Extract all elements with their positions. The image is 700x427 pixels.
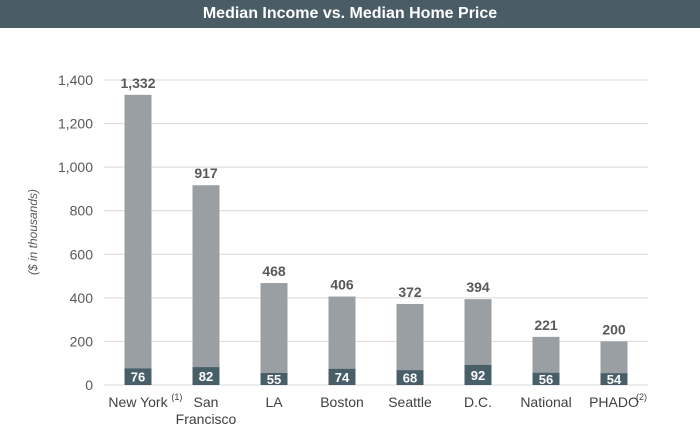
footnote-marker: (1): [171, 392, 182, 402]
bar-home-price: [192, 185, 220, 385]
x-category-label: San Francisco: [176, 394, 237, 427]
data-labels: 1,332 76 917 82 468 55 406 74 372 68 394 92 221 56 200…: [120, 75, 625, 387]
y-tick-label: 200: [70, 333, 94, 349]
bar-home-price: [260, 283, 288, 385]
bar-income: [192, 367, 220, 385]
x-category-label: Boston: [320, 394, 364, 410]
y-tick-label: 1,200: [58, 116, 93, 132]
income-label: 74: [335, 370, 350, 385]
bar-income: [124, 368, 152, 385]
bar-income: [600, 373, 628, 385]
y-tick-label: 600: [70, 246, 94, 262]
home-price-label: 221: [534, 317, 558, 333]
home-price-label: 394: [466, 279, 490, 295]
y-tick-label: 0: [85, 377, 93, 393]
bar-income: [260, 373, 288, 385]
footnote-marker: (2): [636, 392, 647, 402]
income-label: 56: [539, 372, 553, 387]
x-category-label: Seattle: [388, 394, 432, 410]
home-price-label: 200: [602, 321, 626, 337]
bars: [124, 94, 628, 386]
x-category-label: New York: [108, 394, 168, 410]
income-label: 76: [131, 370, 145, 385]
home-price-label: 917: [194, 165, 218, 181]
bar-income: [328, 368, 356, 385]
gridlines: [104, 79, 648, 386]
chart-title: Median Income vs. Median Home Price: [0, 0, 700, 28]
bar-income: [464, 364, 492, 385]
income-label: 92: [471, 368, 485, 383]
income-label: 54: [607, 372, 622, 387]
y-axis: 0 200 400 600 800 1,000 1,200 1,400: [58, 72, 93, 393]
home-price-label: 468: [262, 263, 286, 279]
x-axis: New York (1) San Francisco LA Boston Seattle D.…: [108, 392, 647, 427]
income-label: 68: [403, 371, 417, 386]
home-price-label: 372: [398, 284, 422, 300]
y-axis-label: ($ in thousands): [26, 189, 40, 275]
home-price-label: 406: [330, 277, 354, 293]
bar-income: [532, 372, 560, 385]
y-tick-label: 400: [70, 290, 94, 306]
bar-home-price: [124, 94, 152, 386]
y-tick-label: 800: [70, 203, 94, 219]
x-category-label: LA: [265, 394, 283, 410]
x-category-label: PHADO: [589, 394, 639, 410]
x-category-label: National: [520, 394, 571, 410]
y-tick-label: 1,400: [58, 72, 93, 88]
bar-income: [396, 370, 424, 385]
income-label: 55: [267, 372, 281, 387]
x-category-label: D.C.: [464, 394, 492, 410]
income-label: 82: [199, 369, 213, 384]
home-price-label: 1,332: [120, 75, 155, 91]
y-tick-label: 1,000: [58, 159, 93, 175]
